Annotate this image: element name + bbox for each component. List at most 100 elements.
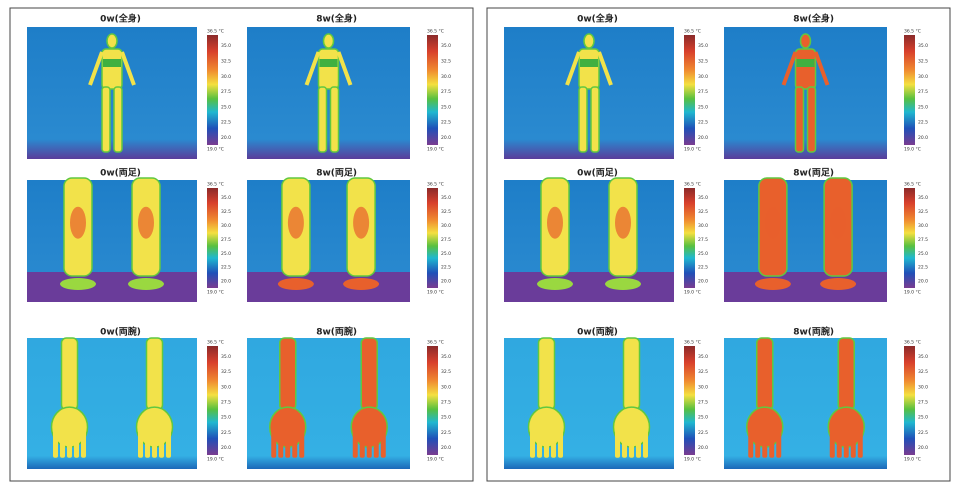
colorbar-tick: 25.0 <box>918 251 928 257</box>
colorbar-tick: 20.0 <box>698 135 708 141</box>
colorbar-tick: 22.5 <box>918 265 928 271</box>
image-label: 0w(両足) <box>577 168 618 179</box>
colorbar-tick: 27.5 <box>698 400 708 406</box>
colorbar-tick: 35.0 <box>441 195 451 201</box>
colorbar-top: 36.5 °C <box>207 340 224 346</box>
colorbar-tick: 27.5 <box>441 89 451 95</box>
colorbar <box>207 346 218 455</box>
thermal-image <box>504 337 674 469</box>
colorbar-tick: 30.0 <box>698 384 708 390</box>
colorbar-tick: 22.5 <box>221 120 231 126</box>
chest <box>796 59 815 67</box>
foot <box>60 278 96 290</box>
patch <box>70 206 86 239</box>
torso <box>101 48 123 90</box>
colorbar-tick: 22.5 <box>441 265 451 271</box>
foot <box>820 278 857 290</box>
arm <box>279 337 297 411</box>
colorbar-tick: 22.5 <box>698 120 708 126</box>
colorbar-tick: 20.0 <box>441 279 451 285</box>
patch <box>353 206 370 239</box>
finger <box>537 429 542 458</box>
colorbar-bottom: 19.0 °C <box>684 457 701 463</box>
torso <box>317 48 340 90</box>
colorbar-tick: 27.5 <box>441 400 451 406</box>
finger <box>544 429 549 458</box>
colorbar <box>684 346 695 455</box>
image-label: 0w(両腕) <box>577 326 618 338</box>
patch <box>615 206 631 239</box>
image-label: 8w(全身) <box>316 13 357 25</box>
finger <box>836 429 842 458</box>
arms <box>88 51 136 86</box>
colorbar-tick: 27.5 <box>698 89 708 95</box>
finger <box>285 429 291 458</box>
leg <box>317 86 328 153</box>
colorbar-tick: 35.0 <box>918 195 928 201</box>
finger <box>380 429 386 458</box>
colorbar-tick: 22.5 <box>221 430 231 436</box>
image-label: 0w(両足) <box>100 168 141 179</box>
finger <box>359 429 365 458</box>
floor <box>724 272 887 302</box>
finger <box>776 429 782 458</box>
colorbar-tick: 35.0 <box>221 43 231 49</box>
thermal-image <box>247 177 410 302</box>
colorbar-tick: 20.0 <box>441 135 451 141</box>
colorbar-tick: 25.0 <box>698 104 708 110</box>
colorbar-tick: 35.0 <box>441 354 451 360</box>
foot <box>277 278 314 290</box>
leg <box>794 86 805 153</box>
colorbar <box>207 188 218 288</box>
finger <box>643 429 648 458</box>
head <box>583 33 595 49</box>
colorbar-tick: 25.0 <box>221 415 231 421</box>
colorbar-bottom: 19.0 °C <box>427 457 444 463</box>
colorbar-tick: 25.0 <box>221 251 231 257</box>
torso <box>794 48 817 90</box>
finger <box>636 429 641 458</box>
colorbar-tick: 32.5 <box>441 209 451 215</box>
colorbar-bottom: 19.0 °C <box>904 457 921 463</box>
colorbar <box>427 346 438 455</box>
colorbar <box>427 35 438 145</box>
colorbar-tick: 20.0 <box>221 445 231 451</box>
finger <box>53 429 58 458</box>
thermal-image <box>27 177 197 302</box>
colorbar <box>207 35 218 145</box>
thermal-image <box>27 27 197 159</box>
colorbar-tick: 32.5 <box>698 58 708 64</box>
colorbar-bottom: 19.0 °C <box>427 290 444 296</box>
colorbar-tick: 25.0 <box>698 415 708 421</box>
leg <box>806 86 817 153</box>
floor <box>27 272 197 302</box>
colorbar <box>427 188 438 288</box>
colorbar-top: 36.5 °C <box>904 340 921 346</box>
colorbar-bottom: 19.0 °C <box>427 147 444 153</box>
thermal-image <box>27 337 197 469</box>
finger <box>292 429 298 458</box>
colorbar-tick: 30.0 <box>698 223 708 229</box>
finger <box>373 429 379 458</box>
chest <box>103 59 121 67</box>
arms <box>781 51 830 86</box>
patch <box>287 206 304 239</box>
foot <box>128 278 164 290</box>
colorbar-top: 36.5 °C <box>207 29 224 35</box>
colorbar <box>904 346 915 455</box>
colorbar-tick: 27.5 <box>918 400 928 406</box>
colorbar-tick: 25.0 <box>918 104 928 110</box>
colorbar-tick: 22.5 <box>698 430 708 436</box>
colorbar-tick: 20.0 <box>698 445 708 451</box>
colorbar-tick: 32.5 <box>698 209 708 215</box>
colorbar-tick: 32.5 <box>441 58 451 64</box>
patch <box>547 206 563 239</box>
foot <box>754 278 791 290</box>
colorbar-bottom: 19.0 °C <box>207 290 224 296</box>
finger <box>748 429 754 458</box>
colorbar-tick: 30.0 <box>698 74 708 80</box>
patch <box>138 206 154 239</box>
finger <box>138 429 143 458</box>
finger <box>755 429 761 458</box>
colorbar-tick: 27.5 <box>698 237 708 243</box>
